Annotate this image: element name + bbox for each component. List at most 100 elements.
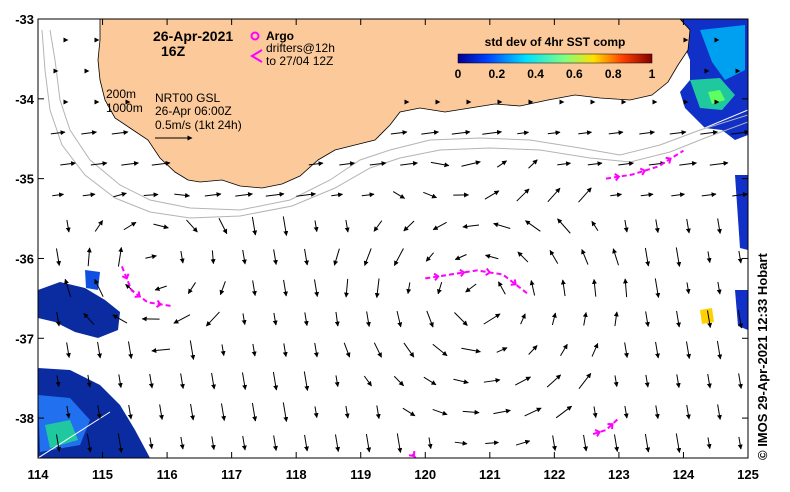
current-arrow xyxy=(454,312,468,326)
current-arrow xyxy=(334,311,340,327)
x-tick-label: 114 xyxy=(28,467,50,482)
current-arrow xyxy=(639,130,656,136)
current-arrow xyxy=(396,433,403,454)
current-arrow xyxy=(716,404,722,421)
credit-text: © IMOS 29-Apr-2021 12:33 Hobart xyxy=(755,253,770,460)
current-arrow xyxy=(186,219,198,233)
current-arrow xyxy=(516,188,530,202)
current-arrow xyxy=(111,130,129,136)
current-arrow xyxy=(282,343,288,358)
current-arrow xyxy=(644,374,650,388)
x-tick-label: 124 xyxy=(673,467,695,482)
current-arrow xyxy=(344,405,350,419)
y-tick-label: -36 xyxy=(15,251,34,266)
current-arrow xyxy=(454,254,467,260)
current-arrow xyxy=(112,314,128,324)
current-arrow xyxy=(426,310,434,328)
current-arrow xyxy=(308,161,324,167)
current-arrow xyxy=(546,374,562,388)
current-arrow xyxy=(485,254,499,260)
current-arrow xyxy=(220,403,227,422)
current-arrow xyxy=(373,220,383,232)
current-arrow xyxy=(154,285,167,291)
current-arrow xyxy=(303,312,309,327)
current-arrow xyxy=(557,218,571,234)
current-arrow xyxy=(578,130,593,136)
current-arrow xyxy=(608,130,624,136)
current-arrow xyxy=(685,404,691,420)
current-arrow xyxy=(613,311,619,327)
drifter-chevron-icon xyxy=(459,268,466,277)
current-arrow xyxy=(220,344,226,357)
current-arrow xyxy=(425,252,434,262)
current-arrow xyxy=(515,376,531,386)
drifter-track xyxy=(425,269,530,296)
current-arrow xyxy=(549,249,559,264)
bathymetry-contours xyxy=(41,29,748,219)
current-arrow xyxy=(679,161,697,166)
current-arrow xyxy=(623,219,629,233)
drifter-track xyxy=(592,417,620,436)
current-arrow xyxy=(493,222,511,229)
drifter-chevron-icon xyxy=(121,273,130,280)
current-arrow xyxy=(685,218,691,234)
x-axis: 114 115 116 117 118 119 120 121 122 123 124 125 xyxy=(28,19,759,482)
current-arrow xyxy=(654,278,661,299)
current-arrow xyxy=(551,312,557,326)
current-arrow xyxy=(498,281,506,295)
colorbar-tick-label: 0.8 xyxy=(605,67,622,81)
current-arrow xyxy=(296,191,316,197)
current-arrow xyxy=(86,247,92,267)
current-arrow xyxy=(123,221,137,231)
drifter-marker-icon xyxy=(250,49,263,63)
current-arrow xyxy=(211,372,216,390)
colorbar-tick-label: 0.4 xyxy=(527,67,544,81)
y-axis: -33 -34 -35 -36 -37 -38 xyxy=(15,12,748,426)
current-arrow xyxy=(493,408,511,415)
current-arrow xyxy=(583,434,588,452)
current-arrow xyxy=(127,404,133,420)
drifter-chevron-icon xyxy=(665,156,672,164)
current-arrow xyxy=(343,342,351,358)
current-arrow xyxy=(55,434,62,453)
x-tick-label: 120 xyxy=(414,467,436,482)
y-tick-label: -37 xyxy=(15,331,34,346)
current-arrow xyxy=(204,192,222,198)
current-arrow xyxy=(251,343,257,357)
current-arrow xyxy=(402,407,416,417)
colorbar xyxy=(457,53,653,64)
current-arrow xyxy=(390,130,408,136)
colorbar-title: std dev of 4hr SST comp xyxy=(485,35,626,49)
drifter-chevron-icon xyxy=(614,173,621,182)
current-arrow xyxy=(423,191,437,199)
current-arrow xyxy=(700,130,718,135)
current-arrow xyxy=(81,130,98,136)
current-arrow xyxy=(465,283,477,293)
current-arrow xyxy=(179,250,185,264)
current-arrow xyxy=(241,435,247,451)
current-arrow xyxy=(282,216,289,237)
current-arrow xyxy=(97,341,102,359)
current-arrow xyxy=(313,220,319,233)
current-arrow xyxy=(591,278,597,297)
y-tick-label: -35 xyxy=(15,172,34,187)
current-arrow xyxy=(423,376,437,386)
current-arrow xyxy=(524,407,542,417)
current-arrow xyxy=(331,192,344,198)
drifter-chevron-icon xyxy=(433,272,440,281)
depth-200-label: 200m xyxy=(106,87,136,101)
plot-frame xyxy=(37,18,749,459)
current-arrow xyxy=(644,433,651,453)
x-tick-label: 115 xyxy=(92,467,113,482)
current-arrow xyxy=(520,313,526,325)
current-arrow xyxy=(151,160,171,166)
y-tick-label: -34 xyxy=(15,92,35,107)
current-arrow xyxy=(334,375,340,388)
current-arrow xyxy=(145,254,157,260)
current-arrow xyxy=(706,373,712,389)
current-arrow xyxy=(148,373,154,389)
current-arrow xyxy=(343,278,349,298)
drifter-chevron-icon xyxy=(485,267,492,277)
current-arrow xyxy=(365,433,372,453)
current-arrow xyxy=(179,373,185,390)
